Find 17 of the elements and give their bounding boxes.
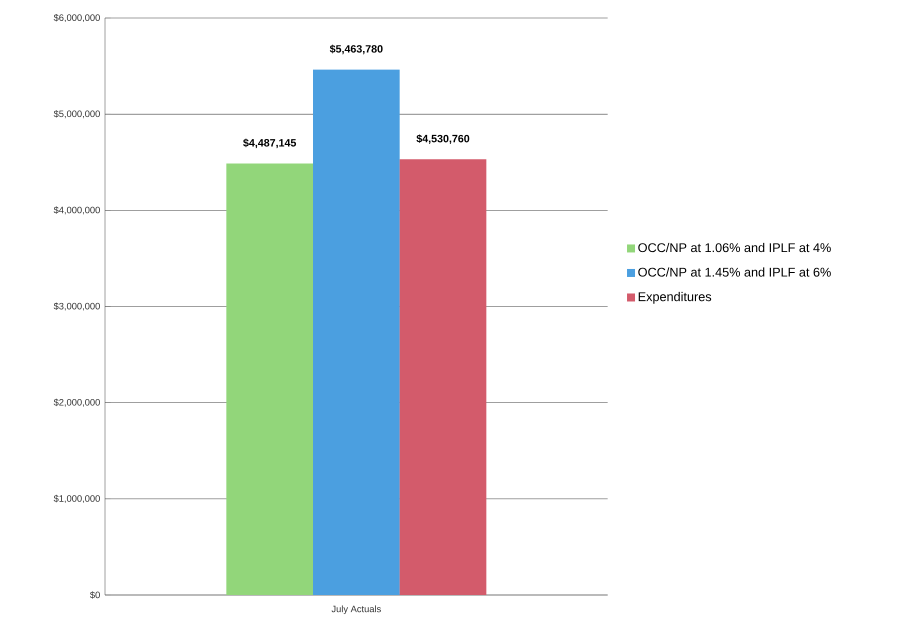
y-tick-label: $2,000,000	[54, 398, 100, 407]
y-tick-label: $3,000,000	[54, 302, 100, 311]
y-tick-label: $1,000,000	[54, 494, 100, 503]
y-tick-label: $4,000,000	[54, 206, 100, 214]
bar	[313, 70, 400, 595]
data-label: $5,463,780	[330, 44, 383, 54]
y-tick-label: $0	[90, 591, 100, 599]
y-tick-label: $5,000,000	[54, 110, 100, 118]
bar	[400, 159, 486, 595]
data-label: $4,487,145	[243, 138, 296, 148]
x-tick-label: July Actuals	[332, 605, 381, 614]
legend-label: OCC/NP at 1.45% and IPLF at 6%	[638, 267, 831, 277]
legend-label: Expenditures	[638, 292, 712, 304]
data-label: $4,530,760	[416, 134, 470, 144]
bar	[226, 163, 314, 595]
y-tick-label: $6,000,000	[54, 14, 100, 22]
legend-label: OCC/NP at 1.06% and IPLF at 4%	[638, 242, 831, 252]
